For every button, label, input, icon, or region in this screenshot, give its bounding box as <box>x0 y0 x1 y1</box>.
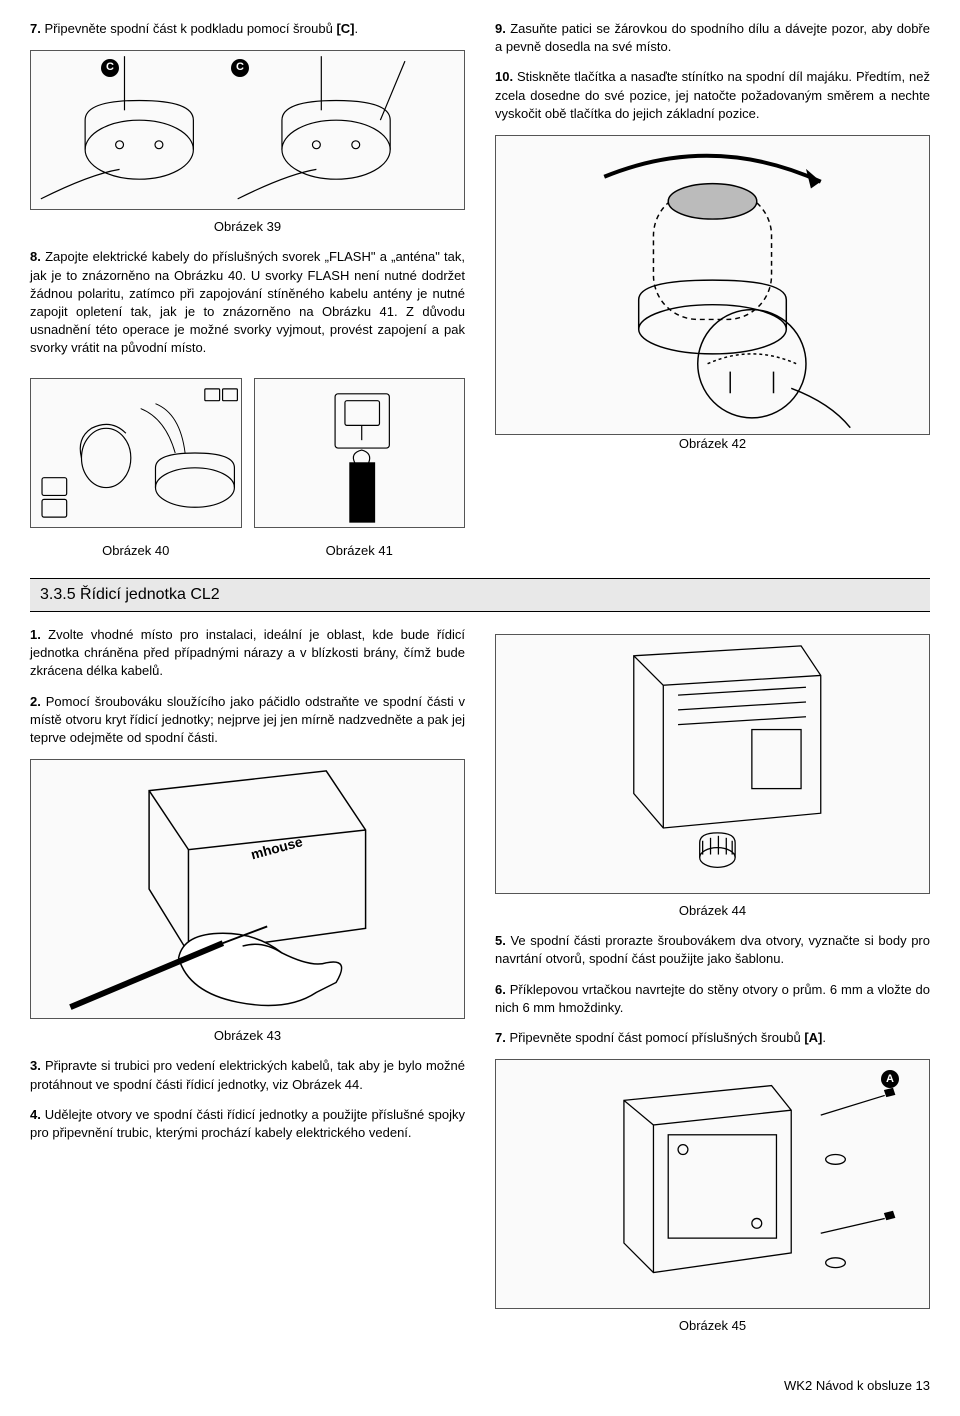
right-column: 9. Zasuňte patici se žárovkou do spodníh… <box>495 20 930 572</box>
step-7b-num: 7. <box>495 1030 506 1045</box>
figure-40-41-captions: Obrázek 40 Obrázek 41 <box>30 536 465 572</box>
figure-40-41-row <box>30 370 465 536</box>
step-5-num: 5. <box>495 933 506 948</box>
step-8: 8. Zapojte elektrické kabely do příslušn… <box>30 248 465 357</box>
step-7b-text: Připevněte spodní část pomocí příslušnýc… <box>509 1030 800 1045</box>
figure-45-svg <box>496 1060 929 1308</box>
figure-40-item <box>30 370 242 536</box>
step-4-text: Udělejte otvory ve spodní části řídicí j… <box>30 1107 465 1140</box>
step-7b: 7. Připevněte spodní část pomocí přísluš… <box>495 1029 930 1047</box>
figure-44 <box>495 634 930 894</box>
section-header-335: 3.3.5 Řídicí jednotka CL2 <box>30 578 930 612</box>
step-10: 10. Stiskněte tlačítka a nasaďte stínítk… <box>495 68 930 123</box>
page-footer: WK2 Návod k obsluze 13 <box>30 1377 930 1395</box>
step-9-num: 9. <box>495 21 506 36</box>
figure-45-caption: Obrázek 45 <box>495 1317 930 1335</box>
step-4-num: 4. <box>30 1107 41 1122</box>
step-7b-bold: [A] <box>804 1030 822 1045</box>
step-10-num: 10. <box>495 69 513 84</box>
figure-39: C C <box>30 50 465 210</box>
step-7b-period: . <box>822 1030 826 1045</box>
step-6: 6. Příklepovou vrtačkou navrtejte do stě… <box>495 981 930 1017</box>
step-7-num: 7. <box>30 21 41 36</box>
step-7-period: . <box>354 21 358 36</box>
figure-40-caption: Obrázek 40 <box>30 542 242 560</box>
step-1-num: 1. <box>30 627 41 642</box>
step-8-num: 8. <box>30 249 41 264</box>
svg-text:mhouse: mhouse <box>249 834 304 862</box>
step-2: 2. Pomocí šroubováku sloužícího jako páč… <box>30 693 465 748</box>
step-5-text: Ve spodní části prorazte šroubovákem dva… <box>495 933 930 966</box>
step-1-text: Zvolte vhodné místo pro instalaci, ideál… <box>30 627 465 678</box>
step-10-text: Stiskněte tlačítka a nasaďte stínítko na… <box>495 69 930 120</box>
figure-44-caption: Obrázek 44 <box>495 902 930 920</box>
figure-44-svg <box>496 635 929 893</box>
step-7-text: Připevněte spodní část k podkladu pomocí… <box>44 21 332 36</box>
step-7-bold: [C] <box>336 21 354 36</box>
figure-39-caption: Obrázek 39 <box>30 218 465 236</box>
step-3-text: Připravte si trubici pro vedení elektric… <box>30 1058 465 1091</box>
upper-two-col: 7. Připevněte spodní část k podkladu pom… <box>30 20 930 572</box>
figure-41-item <box>254 370 466 536</box>
figure-43-svg: mhouse <box>31 760 464 1018</box>
step-5: 5. Ve spodní části prorazte šroubovákem … <box>495 932 930 968</box>
left-column: 7. Připevněte spodní část k podkladu pom… <box>30 20 465 572</box>
step-9: 9. Zasuňte patici se žárovkou do spodníh… <box>495 20 930 56</box>
step-9-text: Zasuňte patici se žárovkou do spodního d… <box>495 21 930 54</box>
lower-right-column: Obrázek 44 5. Ve spodní části prorazte š… <box>495 626 930 1347</box>
step-8-text: Zapojte elektrické kabely do příslušných… <box>30 249 465 355</box>
figure-42-caption: Obrázek 42 <box>495 435 930 453</box>
figure-43-caption: Obrázek 43 <box>30 1027 465 1045</box>
page: 7. Připevněte spodní část k podkladu pom… <box>30 20 930 1396</box>
lower-left-column: 1. Zvolte vhodné místo pro instalaci, id… <box>30 626 465 1347</box>
step-2-num: 2. <box>30 694 41 709</box>
figure-42 <box>495 135 930 435</box>
step-2-text: Pomocí šroubováku sloužícího jako páčidl… <box>30 694 465 745</box>
figure-40-svg <box>31 379 241 527</box>
lower-two-col: 1. Zvolte vhodné místo pro instalaci, id… <box>30 626 930 1347</box>
figure-39-svg <box>31 51 464 209</box>
step-6-text: Příklepovou vrtačkou navrtejte do stěny … <box>495 982 930 1015</box>
step-1: 1. Zvolte vhodné místo pro instalaci, id… <box>30 626 465 681</box>
figure-42-svg <box>496 136 929 434</box>
step-3-num: 3. <box>30 1058 41 1073</box>
figure-41-svg <box>255 379 465 527</box>
step-3: 3. Připravte si trubici pro vedení elekt… <box>30 1057 465 1093</box>
figure-41 <box>254 378 466 528</box>
figure-45: A <box>495 1059 930 1309</box>
step-7: 7. Připevněte spodní část k podkladu pom… <box>30 20 465 38</box>
step-4: 4. Udělejte otvory ve spodní části řídic… <box>30 1106 465 1142</box>
step-6-num: 6. <box>495 982 506 997</box>
figure-41-caption: Obrázek 41 <box>254 542 466 560</box>
figure-43: mhouse <box>30 759 465 1019</box>
figure-40 <box>30 378 242 528</box>
